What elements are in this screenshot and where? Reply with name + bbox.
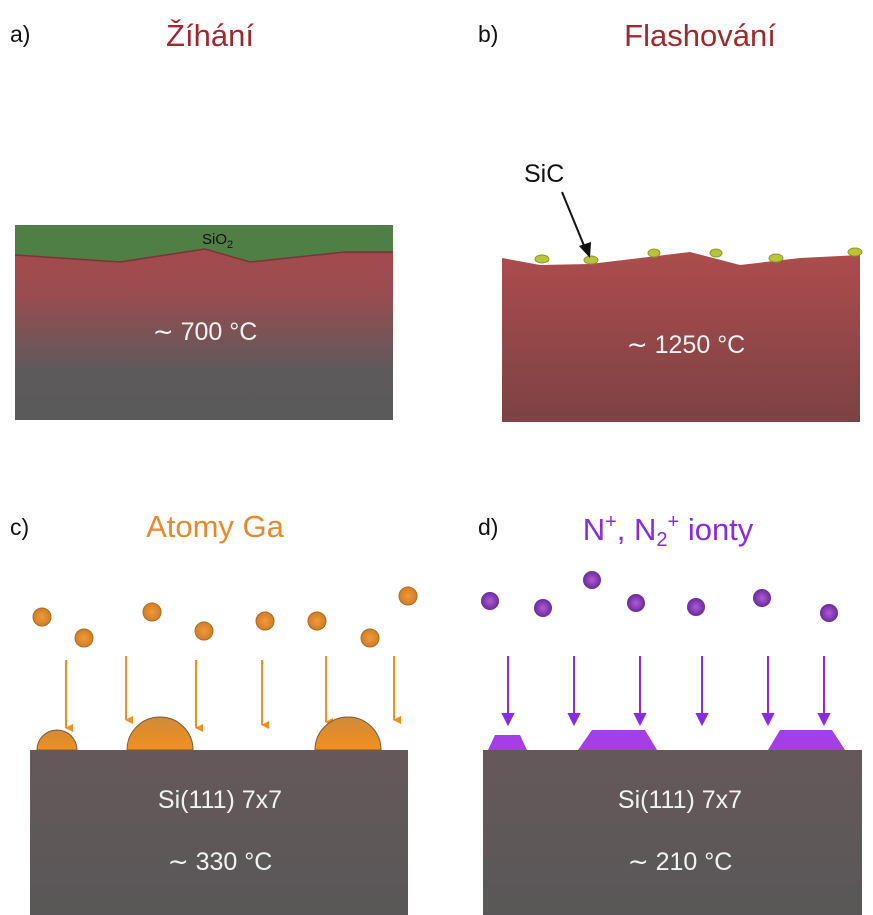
arrow-head	[579, 242, 591, 258]
panel-c: c) Atomy Ga Si(111) 7x7 ∼ 330 °C	[10, 509, 417, 915]
arrows	[503, 656, 829, 724]
panel-title: N+, N2+ ionty	[583, 511, 754, 551]
ga-droplets	[37, 717, 381, 750]
nitride-islands	[488, 730, 845, 750]
ga-atoms	[33, 587, 417, 647]
panel-label: b)	[478, 21, 498, 47]
temperature: ∼ 330 °C	[168, 848, 273, 876]
figure: a) Žíhání SiO2 ∼ 700 °C b) Flashování Si…	[0, 0, 873, 915]
temperature: ∼ 700 °C	[153, 318, 258, 346]
substrate	[30, 750, 408, 915]
panel-a: a) Žíhání SiO2 ∼ 700 °C	[10, 18, 393, 420]
substrate-label: Si(111) 7x7	[158, 786, 282, 814]
n-ions	[481, 571, 838, 622]
annotation: SiC	[524, 160, 564, 188]
substrate-label: Si(111) 7x7	[618, 786, 742, 814]
panel-b: b) Flashování SiC ∼ 1250 °C	[478, 18, 862, 422]
panel-title: Atomy Ga	[146, 509, 285, 544]
arrow	[562, 192, 585, 248]
panel-label: c)	[10, 514, 29, 540]
temperature: ∼ 210 °C	[628, 848, 733, 876]
temperature: ∼ 1250 °C	[627, 331, 746, 359]
panel-label: d)	[478, 514, 498, 540]
substrate	[483, 750, 862, 915]
panel-d: d) N+, N2+ ionty Si(111) 7x7 ∼ 210 °C	[478, 511, 862, 915]
panel-title: Žíhání	[166, 18, 254, 53]
panel-label: a)	[10, 21, 30, 47]
panel-title: Flashování	[624, 18, 776, 53]
